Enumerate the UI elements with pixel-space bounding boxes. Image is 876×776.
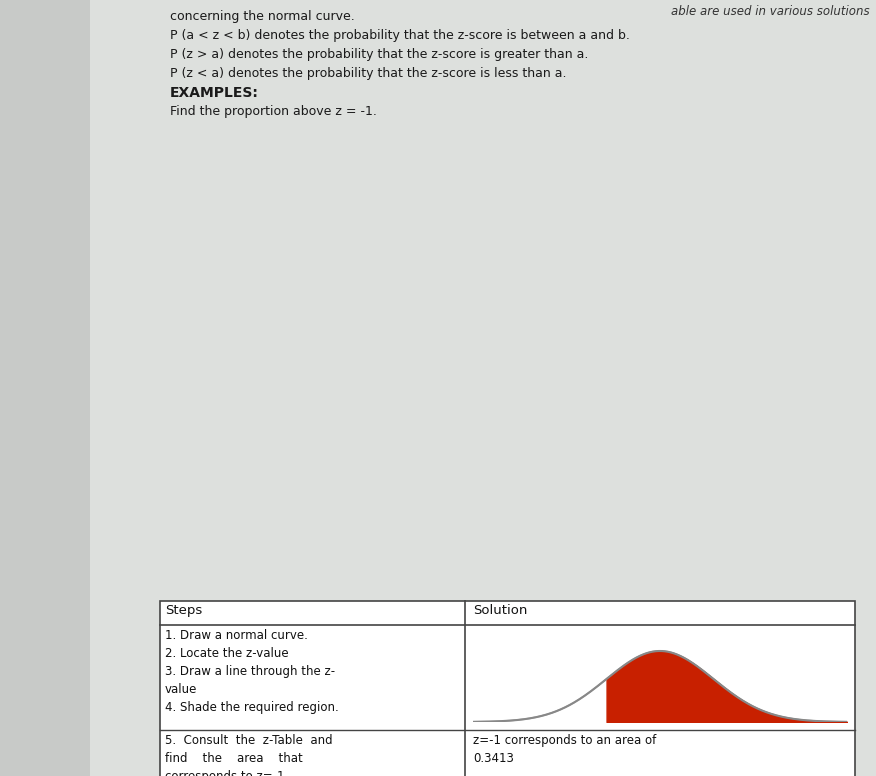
Bar [160, 601, 855, 776]
Text: EXAMPLES:: EXAMPLES: [170, 86, 259, 100]
Text: concerning the normal curve.: concerning the normal curve. [170, 10, 355, 23]
Text: P (z > a) denotes the probability that the z-score is greater than a.: P (z > a) denotes the probability that t… [170, 48, 589, 61]
Text: z=-1 corresponds to an area of
0.3413: z=-1 corresponds to an area of 0.3413 [473, 734, 656, 765]
Text: 1. Draw a normal curve.
2. Locate the z-value
3. Draw a line through the z-
valu: 1. Draw a normal curve. 2. Locate the z-… [165, 629, 339, 714]
Text: P (a < z < b) denotes the probability that the z-score is between a and b.: P (a < z < b) denotes the probability th… [170, 29, 630, 42]
Text: P (z < a) denotes the probability that the z-score is less than a.: P (z < a) denotes the probability that t… [170, 67, 567, 80]
Text: Solution: Solution [473, 604, 527, 617]
Text: able are used in various solutions: able are used in various solutions [671, 5, 870, 18]
Text: Steps: Steps [165, 604, 202, 617]
Text: Find the proportion above z = -1.: Find the proportion above z = -1. [170, 105, 377, 118]
FancyBboxPatch shape [90, 0, 876, 776]
Text: 5.  Consult  the  z-Table  and
find    the    area    that
corresponds to z=-1.: 5. Consult the z-Table and find the area… [165, 734, 333, 776]
